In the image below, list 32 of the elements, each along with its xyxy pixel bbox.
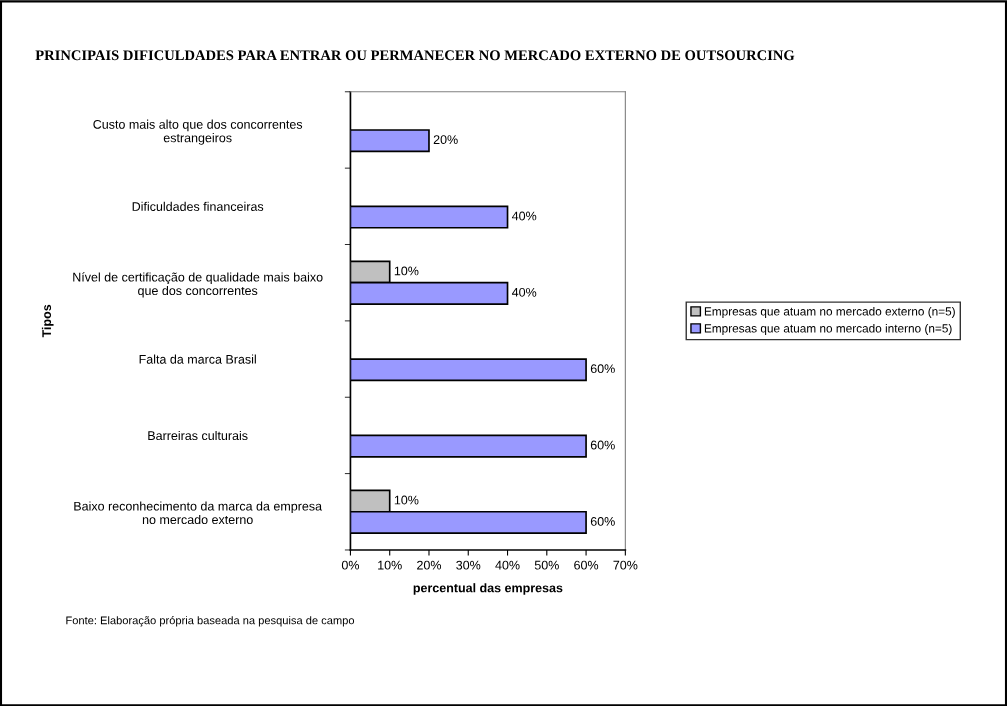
x-tick-label: 10% (378, 560, 402, 570)
x-tick-label: 20% (417, 560, 442, 570)
y-tick-label: Custo mais alto que dos concorrentes estrangeiros (93, 119, 303, 145)
legend-label: Empresas que atuam no mercado interno (n=5) (704, 323, 952, 335)
source-note: Fonte: Elaboração própria baseada na pesquisa de campo (66, 616, 355, 627)
bar (350, 358, 587, 382)
x-tick-label: 40% (495, 560, 520, 570)
y-tick-label: Falta da marca Brasil (139, 354, 256, 364)
bar (350, 129, 430, 153)
text: 10% (394, 495, 419, 505)
x-tick-label: 60% (574, 560, 599, 570)
x-tick-label: 70% (613, 560, 638, 570)
y-tick-label: Baixo reconhecimento da marca da empresa no mercado externo (74, 501, 323, 525)
bar (350, 205, 509, 229)
text: 60% (590, 440, 615, 450)
legend-label: Empresas que atuam no mercado externo (n=5) (704, 306, 955, 318)
text: 60% (590, 364, 615, 374)
text: 10% (394, 266, 419, 276)
text: 20% (433, 135, 458, 145)
bar (350, 434, 587, 458)
x-tick-label: 50% (534, 560, 559, 570)
text: 40% (511, 211, 537, 221)
x-tick-label: 30% (456, 560, 481, 570)
y-tick-label: Barreiras culturais (148, 430, 248, 441)
x-axis-title: percentual das empresas (413, 583, 563, 595)
text: 40% (511, 287, 537, 297)
y-tick-label: Nível de certificação de qualidade mais baixo que dos concorrentes (73, 272, 323, 298)
x-tick-label: 0% (341, 560, 360, 570)
chart-title: PRINCIPAIS DIFICULDADES PARA ENTRAR OU PERMANECER NO MERCADO EXTERNO DE OUTSOURCING (35, 50, 795, 61)
y-tick-label: Dificuldades financeiras (132, 201, 264, 211)
text: 60% (590, 516, 615, 526)
y-axis-title: Tipos (41, 304, 54, 338)
